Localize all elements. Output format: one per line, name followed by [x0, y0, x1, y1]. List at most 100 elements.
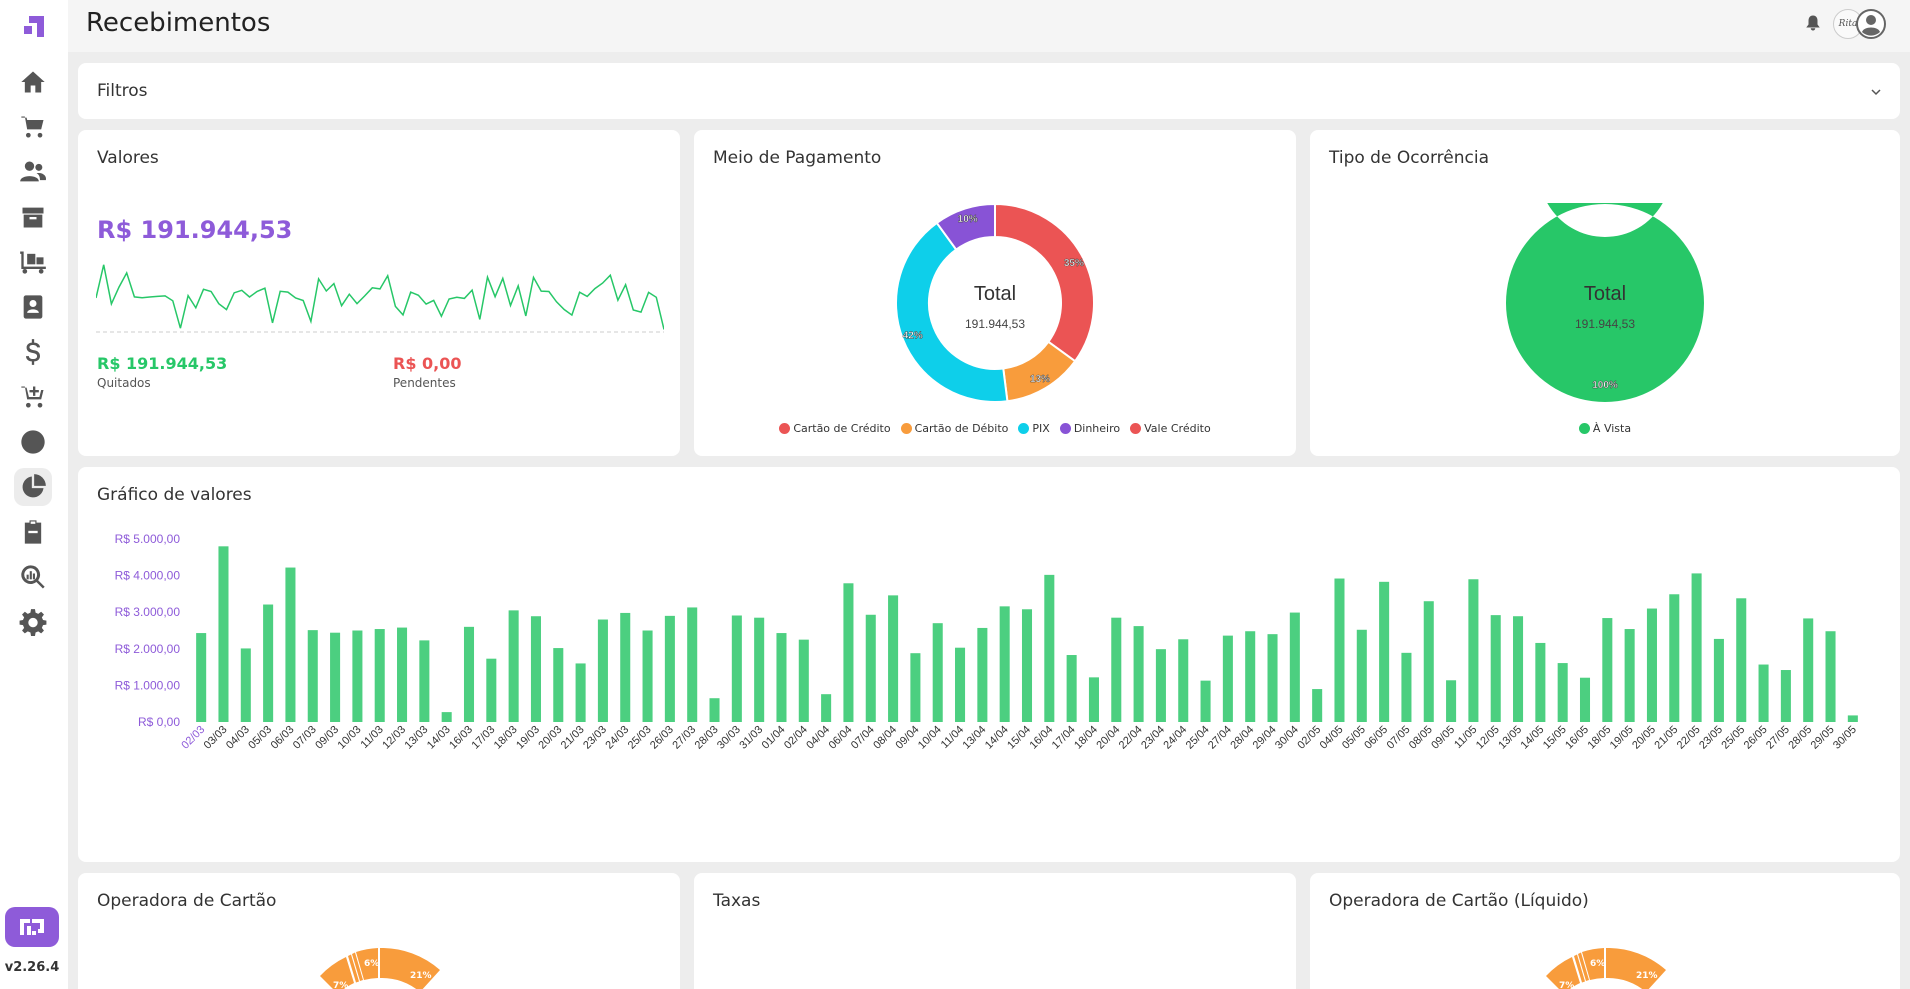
legend-item[interactable]: Dinheiro: [1059, 422, 1120, 435]
bar[interactable]: [1356, 629, 1367, 722]
bar[interactable]: [575, 663, 586, 722]
bar[interactable]: [776, 633, 787, 722]
bar[interactable]: [1624, 629, 1635, 722]
bar[interactable]: [1178, 639, 1189, 722]
bar[interactable]: [1468, 579, 1479, 722]
bar[interactable]: [463, 626, 475, 722]
bar[interactable]: [999, 606, 1010, 722]
sidebar-item-products[interactable]: [14, 198, 52, 236]
legend-item[interactable]: PIX: [1018, 422, 1050, 435]
bar[interactable]: [731, 615, 742, 722]
bar[interactable]: [642, 630, 653, 723]
bar[interactable]: [1111, 617, 1122, 722]
bar[interactable]: [285, 567, 296, 722]
logo-icon[interactable]: [20, 13, 46, 39]
bar[interactable]: [1825, 631, 1836, 722]
bar[interactable]: [530, 616, 541, 722]
sidebar-item-orders[interactable]: [14, 513, 52, 551]
bar[interactable]: [1334, 578, 1345, 722]
user-account-icon[interactable]: [1856, 9, 1886, 39]
bar[interactable]: [1289, 612, 1300, 722]
bar[interactable]: [240, 648, 251, 722]
bar[interactable]: [1557, 663, 1568, 722]
bar[interactable]: [932, 623, 943, 722]
bar[interactable]: [687, 607, 698, 722]
bar[interactable]: [307, 630, 318, 722]
sidebar-item-settings[interactable]: [14, 603, 52, 641]
brand-button[interactable]: [5, 907, 59, 947]
bar[interactable]: [1312, 689, 1323, 722]
bar[interactable]: [1222, 635, 1233, 722]
bar[interactable]: [910, 653, 921, 722]
bar[interactable]: [843, 583, 854, 722]
bar[interactable]: [888, 595, 899, 722]
bar[interactable]: [1044, 574, 1055, 722]
sidebar-item-home[interactable]: [14, 63, 52, 101]
bar[interactable]: [1267, 634, 1278, 722]
donut-slice[interactable]: [1505, 203, 1704, 402]
bar[interactable]: [1021, 609, 1033, 722]
bar[interactable]: [352, 630, 363, 723]
sidebar-item-contacts[interactable]: [14, 288, 52, 326]
sidebar-item-analytics[interactable]: [14, 558, 52, 596]
bar[interactable]: [553, 648, 564, 722]
bar[interactable]: [1423, 601, 1434, 722]
legend-item[interactable]: À Vista: [1578, 422, 1631, 435]
bar[interactable]: [1245, 631, 1256, 722]
bar[interactable]: [1446, 680, 1457, 722]
legend-item[interactable]: Cartão de Crédito: [779, 422, 891, 435]
legend-item[interactable]: Cartão de Débito: [900, 422, 1008, 435]
bar[interactable]: [508, 610, 519, 722]
bar[interactable]: [664, 615, 675, 722]
bar[interactable]: [1088, 677, 1099, 722]
bar[interactable]: [196, 633, 207, 722]
bar[interactable]: [1780, 670, 1791, 722]
bar[interactable]: [1513, 616, 1524, 722]
bar[interactable]: [1066, 655, 1077, 722]
sidebar-item-web[interactable]: [14, 423, 52, 461]
bar[interactable]: [397, 627, 408, 722]
sidebar-item-new-sale[interactable]: [14, 378, 52, 416]
bar[interactable]: [1155, 649, 1166, 722]
bar[interactable]: [1669, 594, 1680, 722]
bar[interactable]: [754, 617, 765, 722]
bar[interactable]: [1803, 618, 1814, 722]
bar[interactable]: [1713, 638, 1724, 722]
bar[interactable]: [798, 639, 809, 722]
bar[interactable]: [597, 619, 608, 722]
bar[interactable]: [1736, 598, 1747, 722]
bar[interactable]: [1602, 618, 1613, 722]
bar[interactable]: [1133, 626, 1144, 722]
bar[interactable]: [1490, 615, 1501, 722]
bar[interactable]: [1535, 642, 1546, 722]
bar[interactable]: [441, 712, 452, 722]
bar[interactable]: [1691, 573, 1702, 722]
sidebar-item-reports[interactable]: [14, 468, 52, 506]
bar[interactable]: [263, 604, 274, 722]
bar[interactable]: [620, 612, 631, 722]
bar[interactable]: [865, 614, 876, 722]
bar[interactable]: [709, 698, 720, 722]
donut-slice[interactable]: [994, 203, 1095, 363]
bar[interactable]: [1379, 581, 1390, 722]
bar[interactable]: [1579, 677, 1591, 722]
sidebar-item-cart[interactable]: [14, 108, 52, 146]
bell-icon[interactable]: [1804, 14, 1822, 32]
sidebar-item-finance[interactable]: [14, 333, 52, 371]
sidebar-item-logistics[interactable]: [14, 243, 52, 281]
legend-item[interactable]: Vale Crédito: [1130, 422, 1211, 435]
sidebar-item-users[interactable]: [14, 153, 52, 191]
bar[interactable]: [955, 647, 966, 722]
chevron-down-icon[interactable]: [1870, 86, 1882, 98]
bar[interactable]: [419, 640, 430, 722]
bar[interactable]: [330, 632, 341, 722]
bar[interactable]: [374, 629, 385, 722]
donut-slice[interactable]: [895, 221, 1009, 403]
bar[interactable]: [1401, 652, 1412, 722]
bar[interactable]: [486, 658, 497, 722]
bar[interactable]: [821, 694, 832, 722]
bar[interactable]: [1758, 664, 1769, 722]
donut-slice[interactable]: [935, 203, 996, 252]
bar[interactable]: [218, 546, 229, 722]
bar[interactable]: [1200, 680, 1211, 722]
